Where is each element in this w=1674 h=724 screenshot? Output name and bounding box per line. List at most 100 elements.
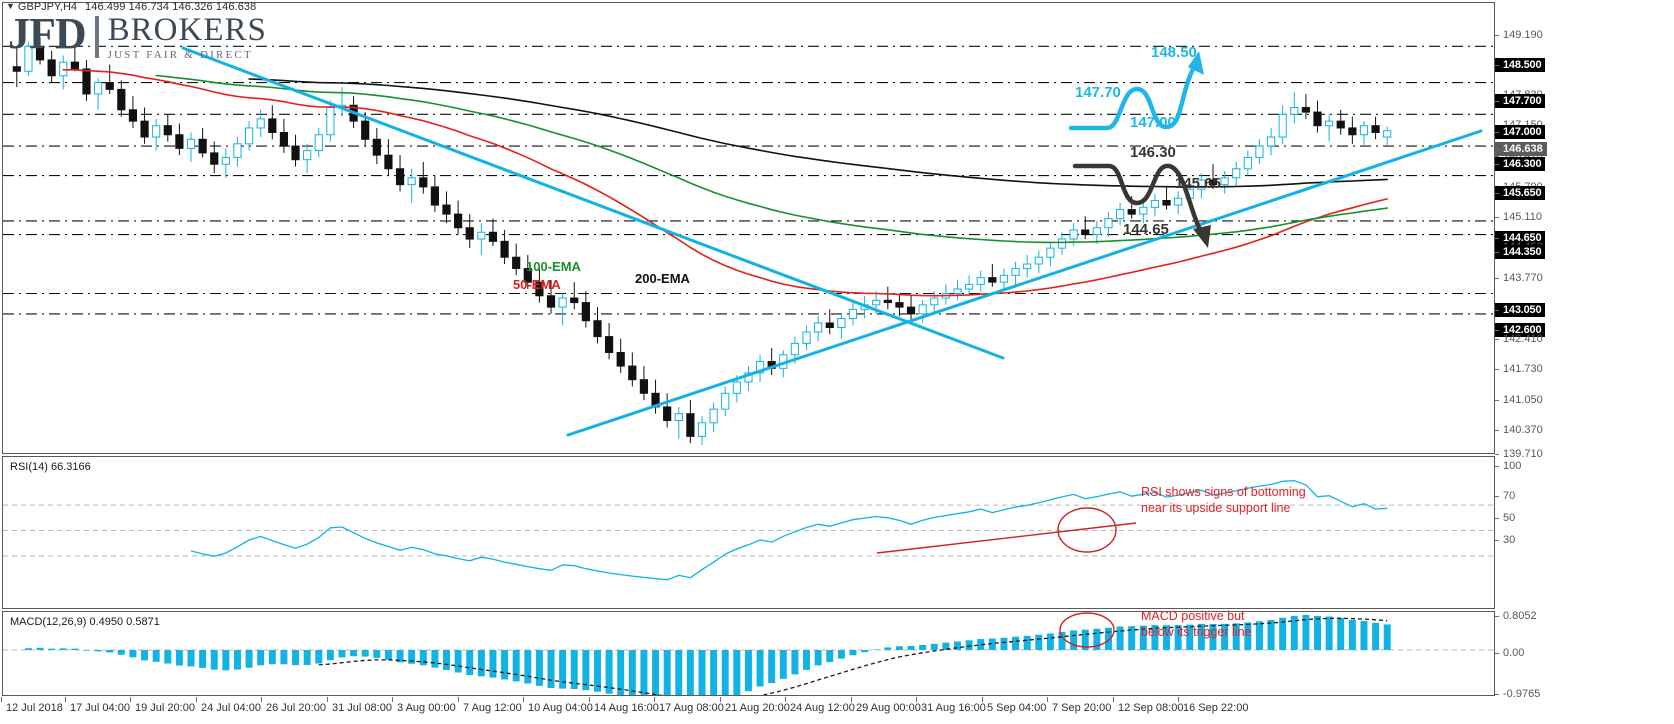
time-tick-mark [982, 697, 983, 702]
time-axis-tick: 24 Jul 04:00 [196, 697, 261, 714]
ema200-label: 200-EMA [635, 271, 690, 286]
candle-body [814, 322, 823, 333]
axis-tick-mark [1495, 518, 1499, 519]
candle-body [512, 256, 521, 270]
candle-body [976, 277, 985, 285]
logo-divider [94, 16, 99, 58]
candle-body [1092, 227, 1101, 236]
candle-body [244, 127, 254, 145]
price-axis-tick-143-770: 143.770 [1495, 272, 1543, 284]
axis-tick-mark [1495, 496, 1499, 497]
axis-tick-mark [1495, 616, 1499, 617]
rsi-note-line-2: near its upside support line [1141, 501, 1291, 515]
candle-body [1023, 263, 1032, 270]
candle-body [790, 342, 800, 356]
rsi-axis-tick-100: 100 [1495, 460, 1521, 472]
price-axis-tick-145-110: 145.110 [1495, 211, 1542, 223]
candle-body [488, 231, 498, 242]
price-axis-tick-141-050: 141.050 [1495, 394, 1543, 406]
rsi-support-line [876, 522, 1137, 554]
candle-body [732, 381, 741, 394]
rsi-highlight-ellipse [1057, 507, 1117, 553]
price-axis[interactable]: 149.190148.500147.830147.700147.150147.0… [1495, 2, 1674, 460]
candle-body [186, 138, 196, 149]
time-tick-mark [523, 697, 524, 702]
candle-body [953, 288, 962, 295]
rsi-axis-tick-70: 70 [1495, 490, 1515, 502]
rsi-axis[interactable]: 100 70 50 30 [1495, 456, 1674, 609]
candle-body [1336, 120, 1345, 129]
candle-body [419, 177, 428, 188]
time-axis-tick: 12 Sep 08:00 [1113, 697, 1183, 714]
price-axis-tick-140-370: 140.370 [1495, 424, 1543, 436]
rsi-plot-area [3, 457, 1494, 608]
candle-body [361, 120, 370, 140]
candle-body [128, 109, 138, 122]
time-axis[interactable]: 12 Jul 2018 17 Jul 04:00 19 Jul 20:00 24 Ju… [1, 697, 1495, 723]
target-label-147-70: 147.70 [1075, 84, 1121, 101]
bearish-projection-arrowhead-icon [1193, 225, 1211, 248]
candle-body [570, 297, 579, 304]
current-price-badge: 146.638 [1495, 142, 1547, 156]
candle-body [47, 59, 56, 77]
candle-body [94, 82, 103, 95]
time-tick-mark [392, 697, 393, 702]
macd-histogram [24, 615, 1391, 695]
candle-body [999, 274, 1009, 283]
time-axis-tick: 3 Aug 00:00 [392, 697, 456, 714]
candle-body [303, 150, 312, 161]
candle-body [1115, 209, 1125, 220]
ema100-label: 100-EMA [526, 259, 581, 274]
rsi-chart-panel[interactable]: RSI(14) 66.3166 RSI shows signs of botto… [2, 456, 1495, 609]
macd-highlight-ellipse [1059, 612, 1115, 648]
price-chart-panel[interactable]: 50-EMA 100-EMA 200-EMA 148.50 147.70 147… [2, 2, 1495, 454]
candle-body [1383, 130, 1392, 138]
price-level-badge-146-300: 146.300 [1495, 157, 1546, 171]
time-axis-tick: 7 Aug 12:00 [458, 697, 522, 714]
macd-chart-panel[interactable]: MACD(12,26,9) 0.4950 0.5871 MACD positiv… [2, 609, 1495, 696]
symbol-dropdown-caret-icon[interactable]: ▼ [6, 1, 15, 11]
axis-tick-mark [1495, 238, 1499, 239]
time-tick-mark [65, 697, 66, 702]
macd-axis-tick-neg0-9765: -0.9765 [1495, 688, 1540, 700]
axis-tick-mark [1495, 278, 1499, 279]
rsi-chart-svg [3, 479, 1494, 581]
candle-body [593, 320, 602, 338]
time-tick-mark [654, 697, 655, 702]
candle-body [1220, 177, 1229, 186]
axis-tick-mark [1495, 193, 1499, 194]
logo-tagline: JUST FAIR & DIRECT [107, 49, 253, 61]
candle-body [1232, 168, 1241, 179]
candle-body [988, 277, 997, 283]
candle-body [210, 152, 219, 165]
candle-body [872, 299, 881, 306]
candle-body [1069, 229, 1078, 240]
macd-axis-tick-0neg8052: 0.8052 [1495, 610, 1537, 622]
candle-body [883, 299, 892, 304]
time-axis-tick: 7 Sep 20:00 [1047, 697, 1111, 714]
target-label-148-50: 148.50 [1151, 44, 1197, 61]
candle-body [1325, 120, 1334, 127]
macd-axis[interactable]: 0.8052 0.00 -0.9765 [1495, 610, 1674, 700]
candle-body [291, 145, 300, 161]
time-axis-tick: 16 Sep 22:00 [1178, 697, 1248, 714]
symbol-header: ▼ GBPJPY,H4 146.499 146.734 146.326 146.63… [6, 1, 256, 13]
macd-note-line-2: below its trigger line [1141, 625, 1252, 639]
axis-tick-mark [1495, 466, 1499, 467]
candle-body [721, 392, 730, 410]
candle-body [1104, 218, 1113, 229]
target-label-146-30: 146.30 [1130, 144, 1176, 161]
rsi-caption: RSI(14) 66.3166 [10, 461, 91, 473]
candle-body [140, 120, 149, 138]
candle-body [198, 138, 207, 154]
candle-body [1174, 197, 1183, 206]
candle-body [663, 406, 672, 422]
rsi-line [190, 479, 1388, 581]
candle-body [35, 45, 45, 61]
candle-body [1290, 107, 1299, 115]
candle-body [1139, 206, 1148, 215]
rsi-axis-tick-50: 50 [1495, 512, 1515, 524]
time-tick-mark [589, 697, 590, 702]
candle-body [59, 61, 68, 77]
